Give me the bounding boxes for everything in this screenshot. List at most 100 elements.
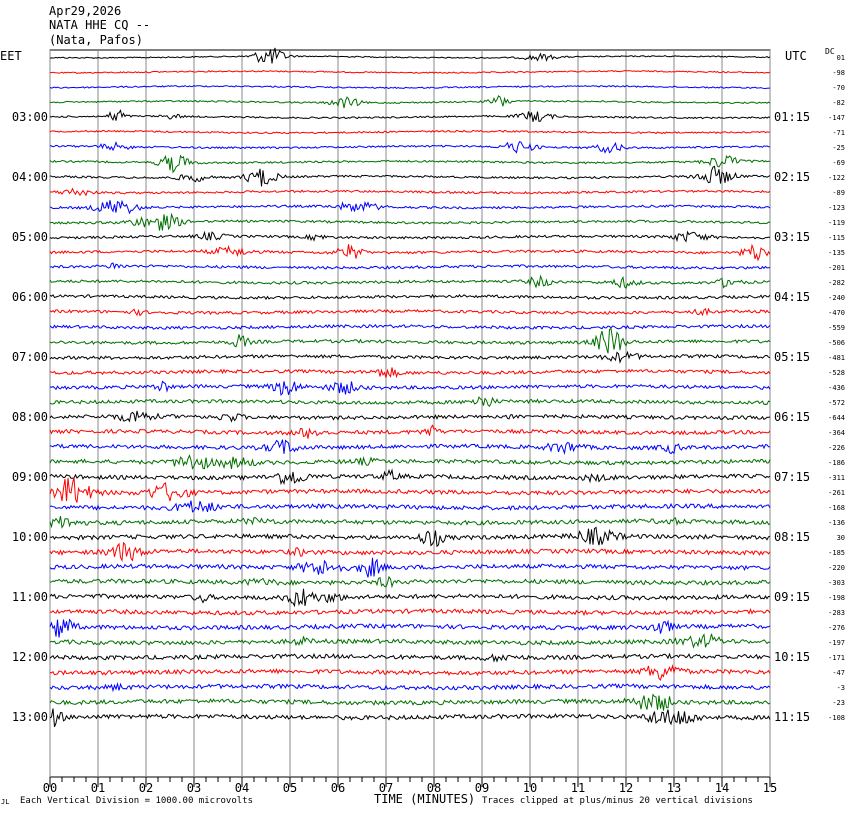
right-hour-label: 04:15 xyxy=(774,290,810,304)
seismic-trace xyxy=(49,557,771,578)
dc-offset-label: -470 xyxy=(828,309,845,317)
left-timezone-label: EET xyxy=(0,49,22,63)
left-hour-label: 03:00 xyxy=(12,110,48,124)
header-location: (Nata, Pafos) xyxy=(49,33,143,47)
dc-offset-label: -47 xyxy=(832,669,845,677)
seismic-trace xyxy=(49,477,771,503)
seismic-trace xyxy=(49,588,771,608)
dc-offset-label: -98 xyxy=(832,69,845,77)
right-hour-label: 07:15 xyxy=(774,470,810,484)
seismic-trace xyxy=(49,307,771,317)
dc-offset-label: -303 xyxy=(828,579,845,587)
left-hour-label: 06:00 xyxy=(12,290,48,304)
seismic-trace xyxy=(49,681,771,693)
seismic-trace xyxy=(49,410,771,423)
left-hour-label: 05:00 xyxy=(12,230,48,244)
dc-offset-label: -25 xyxy=(832,144,845,152)
left-hour-label: 04:00 xyxy=(12,170,48,184)
seismic-trace xyxy=(49,274,771,290)
seismic-trace xyxy=(49,380,771,397)
seismic-trace xyxy=(49,664,771,681)
seismic-trace xyxy=(49,141,770,154)
dc-offset-label: -220 xyxy=(828,564,845,572)
dc-offset-label: -283 xyxy=(828,609,845,617)
dc-offset-label: -147 xyxy=(828,114,845,122)
dc-offset-label: -311 xyxy=(828,474,845,482)
dc-offset-label: -168 xyxy=(828,504,845,512)
dc-offset-label: -481 xyxy=(828,354,845,362)
x-tick-label: 12 xyxy=(619,781,633,795)
seismic-trace xyxy=(49,95,771,109)
x-tick-label: 04 xyxy=(235,781,249,795)
seismic-trace xyxy=(49,652,771,663)
dc-offset-label: -364 xyxy=(828,429,845,437)
x-tick-label: 06 xyxy=(331,781,345,795)
seismic-trace xyxy=(49,293,771,301)
dc-offset-label: -240 xyxy=(828,294,845,302)
dc-offset-label: -135 xyxy=(828,249,845,257)
dc-offset-label: -528 xyxy=(828,369,845,377)
dc-offset-label: -23 xyxy=(832,699,845,707)
seismic-trace xyxy=(49,85,770,90)
dc-offset-label: -559 xyxy=(828,324,845,332)
x-tick-label: 05 xyxy=(283,781,297,795)
left-hour-label: 08:00 xyxy=(12,410,48,424)
seismic-trace xyxy=(49,154,771,174)
seismic-trace xyxy=(50,70,771,74)
dc-offset-label: -122 xyxy=(828,174,845,182)
seismic-trace xyxy=(49,212,771,231)
right-hour-label: 11:15 xyxy=(774,710,810,724)
seismic-trace xyxy=(49,439,771,455)
x-tick-label: 11 xyxy=(571,781,585,795)
seismic-trace xyxy=(49,708,771,727)
x-tick-label: 03 xyxy=(187,781,201,795)
left-hour-label: 09:00 xyxy=(12,470,48,484)
dc-offset-label: -644 xyxy=(828,414,845,422)
seismic-trace xyxy=(49,109,771,122)
dc-offset-label: -171 xyxy=(828,654,845,662)
dc-offset-label: -119 xyxy=(828,219,845,227)
footer-corner: JL xyxy=(1,798,10,806)
x-tick-label: 01 xyxy=(91,781,105,795)
x-tick-label: 00 xyxy=(43,781,57,795)
dc-offset-label: -506 xyxy=(828,339,845,347)
right-hour-label: 01:15 xyxy=(774,110,810,124)
dc-offset-label: -70 xyxy=(832,84,845,92)
seismic-trace xyxy=(49,633,771,649)
footer-clip-note: Traces clipped at plus/minus 20 vertical… xyxy=(482,796,753,806)
dc-offset-label: -572 xyxy=(828,399,845,407)
right-hour-label: 08:15 xyxy=(774,530,810,544)
dc-offset-label: -185 xyxy=(828,549,845,557)
seismic-trace xyxy=(49,165,771,187)
seismic-trace xyxy=(49,454,771,470)
seismic-trace xyxy=(49,327,771,354)
seismic-trace xyxy=(49,468,771,486)
left-hour-label: 10:00 xyxy=(12,530,48,544)
dc-offset-label: -115 xyxy=(828,234,845,242)
right-hour-label: 05:15 xyxy=(774,350,810,364)
seismic-trace xyxy=(49,575,771,589)
seismic-trace xyxy=(49,541,771,563)
seismic-trace xyxy=(49,323,771,330)
x-tick-label: 02 xyxy=(139,781,153,795)
seismic-trace xyxy=(49,129,771,135)
dc-offset-label: 30 xyxy=(837,534,845,542)
dc-offset-label: -123 xyxy=(828,204,845,212)
dc-offset-label: -3 xyxy=(837,684,845,692)
dc-offset-label: -197 xyxy=(828,639,845,647)
dc-offset-label: 01 xyxy=(837,54,845,62)
dc-offset-label: -282 xyxy=(828,279,845,287)
seismic-trace xyxy=(49,396,771,408)
seismic-trace xyxy=(49,526,771,548)
seismic-trace xyxy=(49,515,771,529)
seismic-trace xyxy=(49,47,771,64)
header-station: NATA HHE CQ -- xyxy=(49,18,151,32)
dc-offset-label: -82 xyxy=(832,99,845,107)
dc-offset-label: -71 xyxy=(832,129,845,137)
seismic-trace xyxy=(49,424,771,439)
dc-offset-label: -186 xyxy=(828,459,845,467)
dc-offset-label: -89 xyxy=(832,189,845,197)
dc-label: DC xyxy=(825,47,835,56)
x-tick-label: 14 xyxy=(715,781,729,795)
